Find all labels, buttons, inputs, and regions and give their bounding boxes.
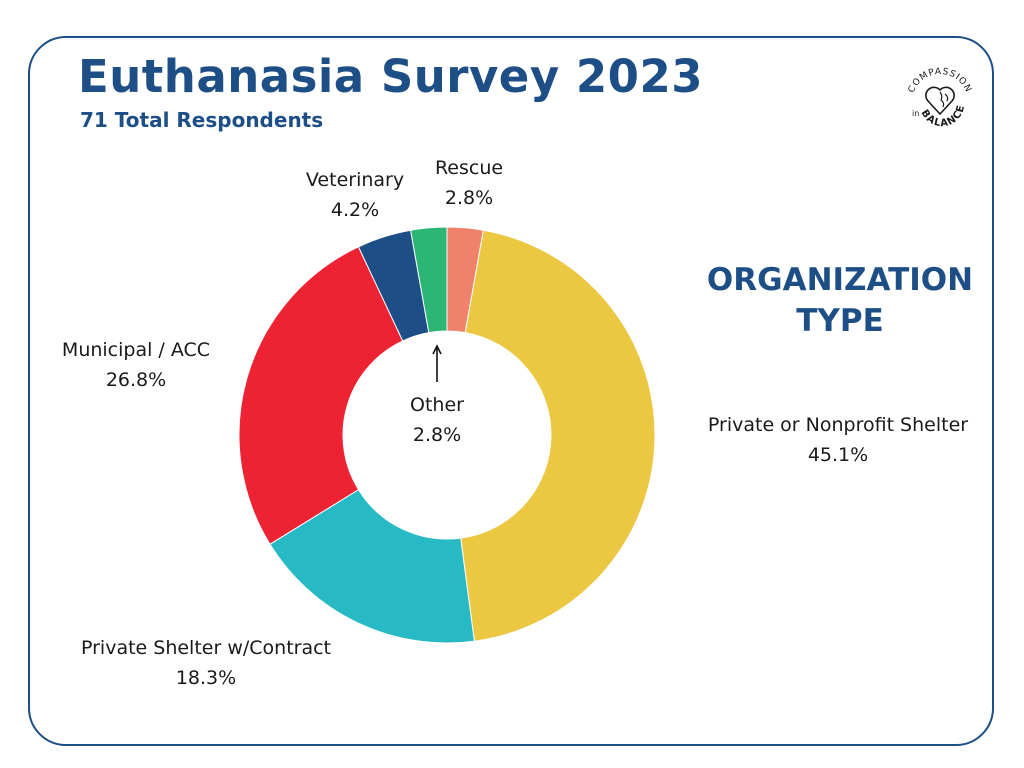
logo-in-text: in xyxy=(912,109,919,118)
slice-label-veterinary: Veterinary 4.2% xyxy=(290,165,420,225)
slice-label-rescue: Rescue 2.8% xyxy=(405,153,533,213)
card-frame xyxy=(28,36,994,746)
respondents-subtitle: 71 Total Respondents xyxy=(80,108,324,132)
slice-private-shelter-w-contract xyxy=(269,488,475,644)
heart-brain-icon xyxy=(925,86,955,115)
slice-value-private-contract: 18.3% xyxy=(175,667,237,689)
slice-other xyxy=(410,226,448,334)
slice-label-private-contract: Private Shelter w/Contract 18.3% xyxy=(56,633,356,693)
slice-municipal-acc xyxy=(238,246,404,545)
slice-value-municipal: 26.8% xyxy=(105,369,167,391)
chart-heading: ORGANIZATION TYPE xyxy=(690,260,990,342)
slice-label-other: Other 2.8% xyxy=(382,390,492,450)
slice-value-veterinary: 4.2% xyxy=(330,199,380,221)
slice-value-other: 2.8% xyxy=(412,424,462,446)
slice-value-private-nonprofit: 45.1% xyxy=(807,444,869,466)
slice-label-private-nonprofit: Private or Nonprofit Shelter 45.1% xyxy=(688,410,988,470)
slice-name-veterinary: Veterinary xyxy=(305,169,405,191)
compassion-in-balance-logo: COMPASSION BALANCE in xyxy=(892,50,988,136)
chart-heading-line1: ORGANIZATION xyxy=(706,262,974,298)
slice-name-private-nonprofit: Private or Nonprofit Shelter xyxy=(707,414,969,436)
slice-name-private-contract: Private Shelter w/Contract xyxy=(80,637,331,659)
slice-label-municipal: Municipal / ACC 26.8% xyxy=(36,335,236,395)
chart-heading-line2: TYPE xyxy=(796,303,884,339)
slice-value-rescue: 2.8% xyxy=(444,187,494,209)
other-pointer-arrow xyxy=(432,344,442,382)
slice-private-or-nonprofit-shelter xyxy=(460,229,656,642)
slice-name-municipal: Municipal / ACC xyxy=(61,339,211,361)
slice-name-other: Other xyxy=(410,394,464,416)
page-title: Euthanasia Survey 2023 xyxy=(78,50,704,103)
slice-name-rescue: Rescue xyxy=(434,157,504,179)
